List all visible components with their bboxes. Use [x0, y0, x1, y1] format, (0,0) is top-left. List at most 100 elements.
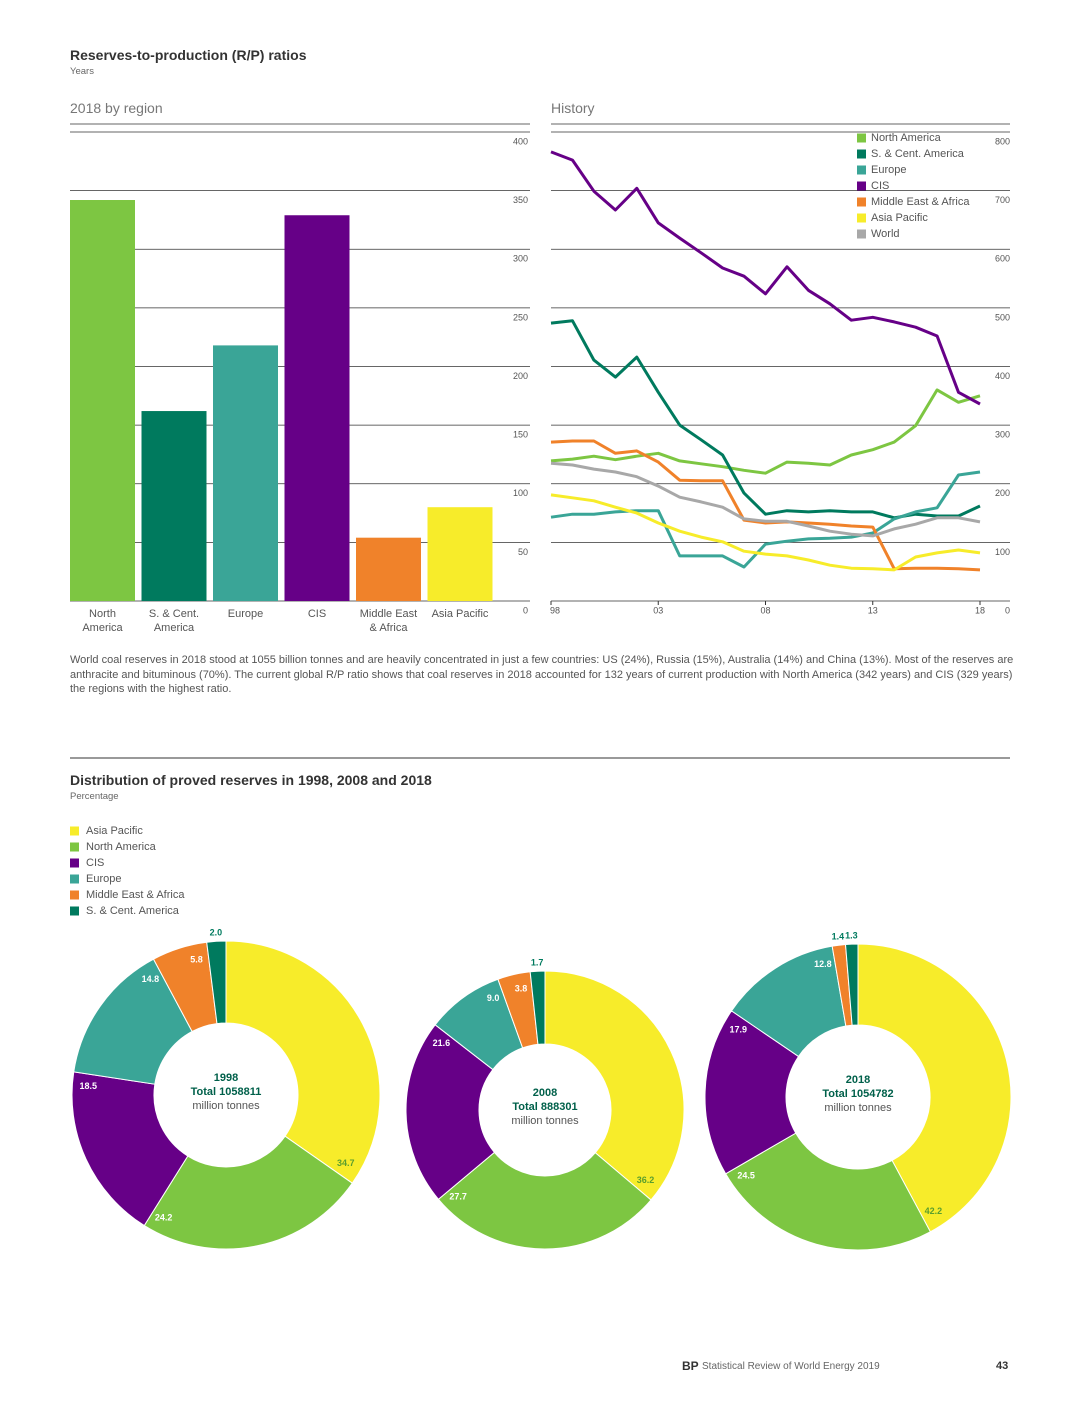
chart-title: History	[551, 100, 595, 116]
y-tick-label: 600	[995, 254, 1010, 264]
donut-slice	[143, 1135, 353, 1250]
line	[550, 150, 981, 406]
data-label: 24.5	[737, 1170, 755, 1180]
y-tick-label: 200	[995, 488, 1010, 498]
y-tick-label: 400	[513, 136, 528, 146]
line	[550, 319, 981, 520]
data-label: 27.7	[449, 1192, 467, 1202]
y-tick-label: 100	[995, 547, 1010, 557]
donut-slice	[544, 970, 685, 1201]
x-tick-label: CIS	[307, 608, 327, 620]
x-tick-label: 98	[550, 605, 560, 615]
pie-title: 1998	[214, 1072, 238, 1084]
legend-label: CIS	[871, 180, 889, 192]
x-tick-label: 18	[975, 605, 985, 615]
legend-label: Middle East & Africa	[86, 889, 185, 901]
page-subtitle: Years	[70, 66, 94, 77]
legend-swatch	[70, 842, 79, 852]
y-tick-label: 50	[518, 547, 528, 557]
data-label: 1.7	[531, 958, 544, 968]
legend-label: Europe	[86, 873, 121, 885]
pie-title: 2018	[846, 1074, 870, 1086]
pie-total: Total 1058811	[191, 1086, 262, 1098]
section-title: Distribution of proved reserves in 1998,…	[70, 772, 432, 788]
page-title: Reserves-to-production (R/P) ratios	[70, 47, 307, 63]
bar	[284, 215, 350, 601]
legend-label: CIS	[86, 857, 104, 869]
y-tick-label: 150	[513, 430, 528, 440]
data-label: 17.9	[730, 1025, 748, 1035]
legend-swatch	[857, 197, 866, 207]
data-label: 24.2	[155, 1212, 173, 1222]
data-label: 34.7	[337, 1158, 355, 1168]
bar	[427, 507, 493, 601]
x-tick-label: North America	[82, 608, 123, 634]
line	[550, 439, 981, 572]
y-tick-label: 0	[1005, 605, 1010, 615]
donut-slice	[844, 943, 859, 1026]
line	[550, 470, 981, 569]
page-number: 43	[996, 1360, 1009, 1372]
data-label: 18.5	[79, 1081, 97, 1091]
donut-slice	[724, 1132, 932, 1251]
bar	[141, 411, 207, 601]
data-label: 21.6	[433, 1038, 451, 1048]
legend-swatch	[857, 213, 866, 223]
data-label: 9.0	[487, 993, 500, 1003]
legend-swatch	[70, 874, 79, 884]
paragraph: World coal reserves in 2018 stood at 105…	[70, 654, 1014, 695]
y-tick-label: 700	[995, 195, 1010, 205]
legend-swatch	[70, 858, 79, 868]
legend-label: Middle East & Africa	[871, 196, 970, 208]
data-label: 14.8	[142, 974, 160, 984]
legend-label: Europe	[871, 164, 906, 176]
pie-unit: million tonnes	[511, 1115, 579, 1127]
data-label: 36.2	[637, 1175, 655, 1185]
x-tick-label: S. & Cent. America	[148, 608, 200, 634]
donut-slice	[857, 943, 1012, 1233]
data-label: 1.3	[845, 931, 858, 941]
data-label: 42.2	[925, 1206, 943, 1216]
footer-text: Statistical Review of World Energy 2019	[702, 1361, 880, 1372]
pie-title: 2008	[533, 1087, 557, 1099]
y-tick-label: 300	[513, 254, 528, 264]
legend-label: S. & Cent. America	[871, 148, 965, 160]
data-label: 2.0	[210, 928, 223, 938]
footer-brand: BP	[682, 1359, 699, 1373]
pie-unit: million tonnes	[192, 1100, 260, 1112]
legend-swatch	[70, 826, 79, 836]
legend-label: Asia Pacific	[86, 825, 143, 837]
bar	[213, 345, 278, 601]
y-tick-label: 200	[513, 371, 528, 381]
x-tick-label: Europe	[227, 608, 264, 620]
legend-label: North America	[871, 132, 942, 144]
donut-slice	[704, 1010, 800, 1175]
legend-swatch	[857, 149, 866, 159]
legend-swatch	[70, 906, 79, 916]
y-tick-label: 0	[523, 605, 528, 615]
legend-label: World	[871, 228, 900, 240]
y-tick-label: 100	[513, 488, 528, 498]
data-label: 1.4	[832, 932, 845, 942]
donut-slice	[206, 940, 227, 1025]
y-tick-label: 800	[995, 136, 1010, 146]
x-tick-label: 08	[760, 605, 770, 615]
line	[550, 461, 981, 538]
x-tick-label: Asia Pacific	[431, 608, 489, 620]
bar	[70, 200, 135, 601]
legend-label: North America	[86, 841, 157, 853]
y-tick-label: 350	[513, 195, 528, 205]
legend-swatch	[857, 165, 866, 175]
donut-slice	[437, 1151, 652, 1250]
legend-swatch	[70, 890, 79, 900]
legend-swatch	[857, 229, 866, 239]
data-label: 12.8	[814, 959, 832, 969]
legend-label: S. & Cent. America	[86, 905, 180, 917]
legend-swatch	[857, 181, 866, 191]
pie-unit: million tonnes	[824, 1102, 892, 1114]
pie-total: Total 888301	[512, 1101, 577, 1113]
chart-title: 2018 by region	[70, 100, 163, 116]
x-tick-label: 13	[868, 605, 878, 615]
section-subtitle: Percentage	[70, 791, 119, 802]
line	[550, 493, 981, 572]
